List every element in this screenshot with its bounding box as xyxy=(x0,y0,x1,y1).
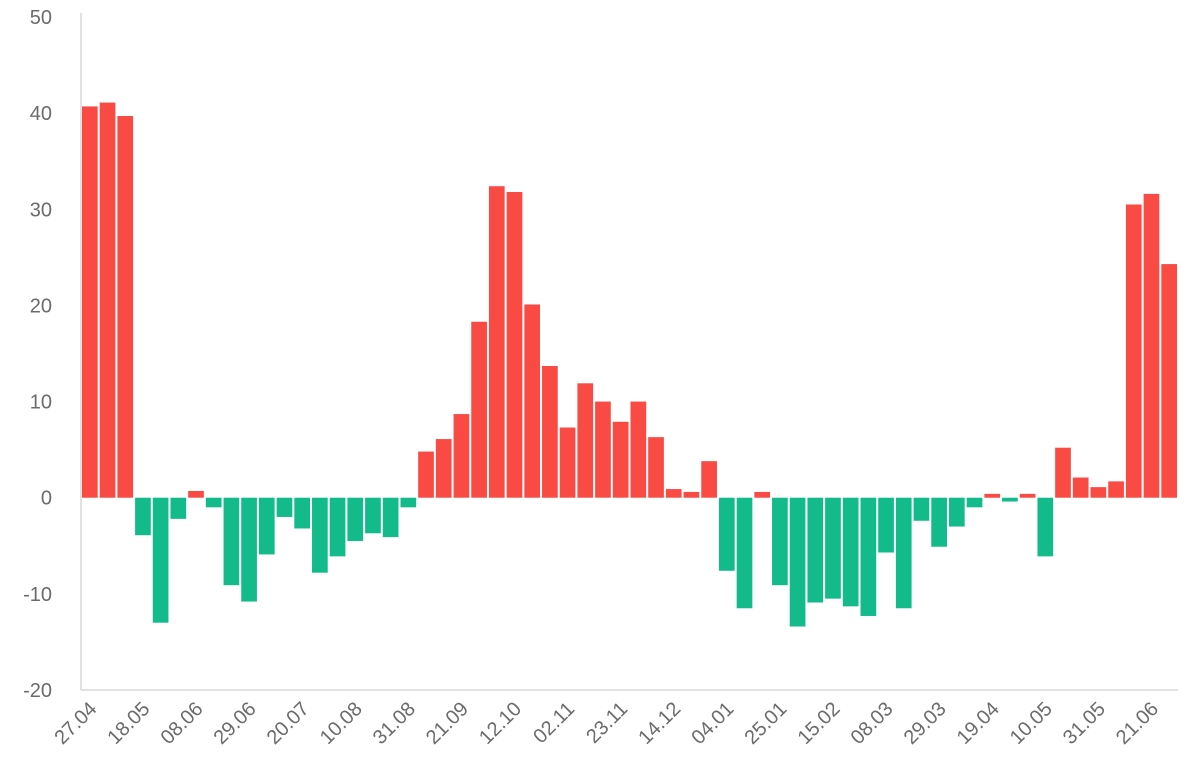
bar xyxy=(718,497,735,571)
y-tick-label: 10 xyxy=(30,392,52,414)
bar xyxy=(82,106,98,498)
bar xyxy=(347,497,364,541)
x-tick-label: 29.06 xyxy=(210,698,261,749)
x-tick-label: 10.05 xyxy=(1006,698,1057,749)
bar xyxy=(1143,193,1160,498)
x-tick-label: 31.05 xyxy=(1059,698,1110,749)
x-tick-label: 31.08 xyxy=(369,698,420,749)
bar xyxy=(365,497,381,534)
bar xyxy=(1161,264,1177,498)
bar xyxy=(1019,493,1036,498)
y-tick-label: 50 xyxy=(30,7,52,29)
x-tick-label: 18.05 xyxy=(104,698,155,749)
x-tick-label: 19.04 xyxy=(953,698,1004,749)
bar xyxy=(223,497,240,586)
bar xyxy=(895,497,912,609)
bar xyxy=(488,186,505,498)
bar xyxy=(542,366,558,498)
bar xyxy=(665,489,682,498)
bar xyxy=(400,497,417,508)
bar xyxy=(1037,497,1054,557)
bar xyxy=(1125,204,1142,498)
x-tick-label: 12.10 xyxy=(475,698,526,749)
bar xyxy=(1055,447,1071,498)
bar xyxy=(559,427,576,498)
bar xyxy=(842,497,859,607)
bar xyxy=(860,497,877,616)
x-tick-label: 02.11 xyxy=(529,698,579,748)
y-axis-tick-labels: -20 -10 0 10 20 30 40 50 xyxy=(23,7,52,702)
bar xyxy=(135,497,151,536)
bar xyxy=(1108,481,1124,498)
y-tick-label: -20 xyxy=(23,680,52,702)
x-tick-label: 04.01 xyxy=(687,698,738,749)
x-axis-tick-labels: 27.04 18.05 08.06 29.06 20.07 10.08 31.08 21.09… xyxy=(50,698,1163,749)
bar xyxy=(241,497,257,602)
bar xyxy=(382,497,399,538)
bar xyxy=(966,497,983,508)
bar xyxy=(648,437,664,498)
bar xyxy=(152,497,169,623)
bar xyxy=(754,491,771,498)
x-tick-label: 25.01 xyxy=(740,698,791,749)
bar xyxy=(772,497,788,586)
bar xyxy=(595,401,611,498)
x-tick-label: 14.12 xyxy=(634,698,685,749)
bar xyxy=(701,461,717,498)
bar xyxy=(435,439,452,498)
bars xyxy=(82,102,1177,627)
bar xyxy=(258,497,275,555)
bar xyxy=(577,383,594,498)
bar xyxy=(878,497,894,553)
bar xyxy=(825,497,841,599)
bar xyxy=(418,451,434,498)
y-tick-label: 30 xyxy=(30,199,52,221)
bar xyxy=(1090,487,1107,498)
bar xyxy=(807,497,824,603)
bar xyxy=(984,493,1001,498)
bar xyxy=(99,102,116,498)
bar xyxy=(294,497,311,529)
bar xyxy=(630,401,647,498)
bar xyxy=(205,497,222,508)
y-tick-label: -10 xyxy=(23,584,52,606)
x-tick-label: 21.09 xyxy=(422,698,473,749)
bar xyxy=(789,497,806,627)
bar xyxy=(683,491,700,498)
bar xyxy=(1002,497,1018,502)
x-tick-label: 08.03 xyxy=(847,698,898,749)
bar xyxy=(453,414,470,498)
bar xyxy=(188,490,204,498)
bar xyxy=(506,191,523,498)
bar xyxy=(170,497,187,519)
x-tick-label: 20.07 xyxy=(263,698,314,749)
bar xyxy=(1072,477,1089,498)
x-tick-label: 23.11 xyxy=(582,698,632,748)
x-tick-label: 27.04 xyxy=(50,698,101,749)
y-tick-label: 0 xyxy=(41,488,52,510)
bar xyxy=(948,497,965,527)
x-tick-label: 29.03 xyxy=(900,698,951,749)
y-tick-label: 20 xyxy=(30,295,52,317)
x-tick-label: 08.06 xyxy=(157,698,208,749)
bar xyxy=(736,497,753,609)
bar xyxy=(312,497,328,573)
bar xyxy=(117,116,134,498)
bar xyxy=(329,497,346,557)
bar xyxy=(931,497,947,547)
x-tick-label: 21.06 xyxy=(1112,698,1163,749)
x-tick-label: 10.08 xyxy=(316,698,367,749)
bar xyxy=(471,321,487,498)
x-tick-label: 15.02 xyxy=(794,698,845,749)
bar xyxy=(276,497,293,517)
bar xyxy=(612,421,629,498)
y-tick-label: 40 xyxy=(30,103,52,125)
bar xyxy=(913,497,930,521)
bar xyxy=(524,304,541,498)
